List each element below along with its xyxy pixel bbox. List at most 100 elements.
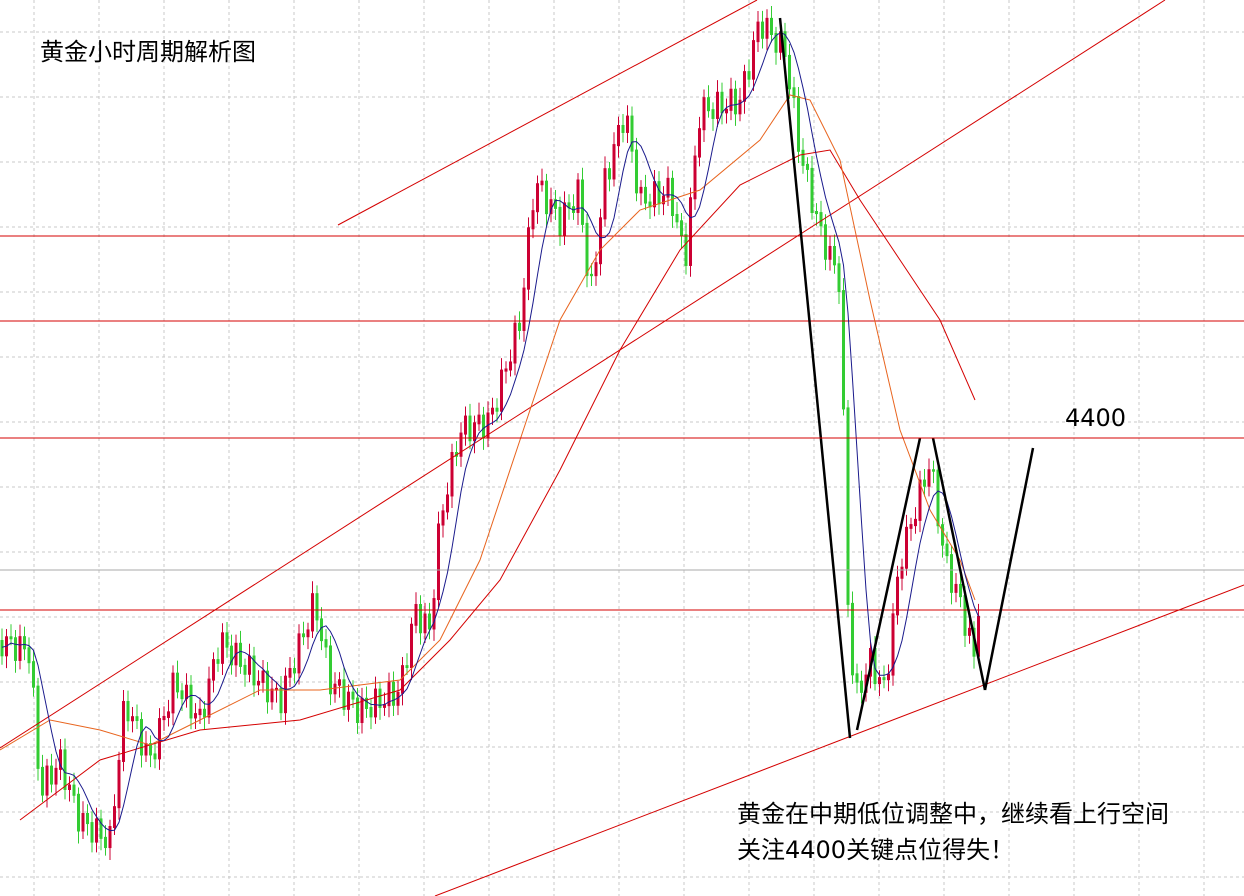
candle-body xyxy=(599,217,602,265)
candle-body xyxy=(45,765,49,796)
candle-body xyxy=(392,681,395,706)
candle-body xyxy=(77,793,80,832)
candle-body xyxy=(806,163,809,170)
candle-body xyxy=(99,818,103,839)
candle-body xyxy=(752,40,755,80)
candle-body xyxy=(437,523,440,601)
candle-body xyxy=(329,645,332,695)
candle-body xyxy=(774,32,778,53)
candle-body xyxy=(743,71,746,102)
candle-body xyxy=(302,633,305,638)
candle-body xyxy=(788,54,791,90)
candle-body xyxy=(419,604,422,634)
candle-body xyxy=(306,629,310,638)
candle-body xyxy=(284,675,287,714)
candle-body xyxy=(644,186,647,204)
candle-body xyxy=(567,202,571,209)
candle-body xyxy=(779,31,782,53)
candle-body xyxy=(441,510,445,526)
candle-body xyxy=(518,322,521,331)
candle-body xyxy=(725,108,728,114)
candle-body xyxy=(648,201,652,208)
candle-body xyxy=(405,665,409,669)
candle-body xyxy=(698,128,701,158)
candle-body xyxy=(815,211,818,215)
candle-body xyxy=(783,31,787,57)
candle-body xyxy=(194,713,197,719)
candle-body xyxy=(824,224,827,260)
candle-body xyxy=(369,706,373,718)
candle-body xyxy=(491,407,494,415)
candle-body xyxy=(950,554,953,593)
candle-body xyxy=(149,743,152,756)
candle-body xyxy=(473,422,476,442)
candle-body xyxy=(630,115,634,152)
candle-body xyxy=(621,124,625,133)
candle-body xyxy=(333,683,337,695)
candle-body xyxy=(797,96,800,152)
candle-body xyxy=(243,664,247,675)
candle-body xyxy=(635,149,638,194)
candle-body xyxy=(423,613,427,634)
chart-title: 黄金小时周期解析图 xyxy=(40,38,256,66)
candle-body xyxy=(374,688,377,718)
candle-body xyxy=(878,677,881,685)
candle-body xyxy=(945,543,949,557)
wave-line xyxy=(778,17,852,739)
candle-body xyxy=(531,210,535,230)
annotation: 关注4400关键点位得失！ xyxy=(737,836,1014,864)
candle-body xyxy=(54,767,58,785)
candle-body xyxy=(221,632,224,664)
candle-body xyxy=(477,414,481,425)
candle-body xyxy=(653,181,656,208)
candle-body xyxy=(59,749,62,770)
candle-body xyxy=(716,91,719,119)
candle-body xyxy=(842,290,845,410)
candle-body xyxy=(81,813,85,832)
candle-body xyxy=(702,97,706,131)
candle-body xyxy=(968,627,971,636)
candle-body xyxy=(666,177,670,198)
candle-body xyxy=(176,672,179,693)
candle-body xyxy=(207,678,211,718)
candle-body xyxy=(914,518,917,527)
candle-body xyxy=(882,677,886,681)
candle-body xyxy=(891,613,895,676)
candle-body xyxy=(104,836,107,849)
candle-body xyxy=(693,155,697,200)
candle-body xyxy=(464,415,467,435)
candle-body xyxy=(905,526,908,569)
candle-body xyxy=(279,687,283,714)
moving-average xyxy=(0,94,976,751)
candle-body xyxy=(203,708,206,718)
candle-body xyxy=(270,688,274,703)
candle-body xyxy=(594,262,598,277)
candle-body xyxy=(122,700,125,762)
candle-body xyxy=(315,593,319,621)
candle-body xyxy=(162,715,166,721)
candle-body xyxy=(563,202,566,236)
candle-body xyxy=(189,684,193,719)
moving-average xyxy=(19,149,976,821)
candle-body xyxy=(72,784,76,796)
candle-body xyxy=(909,524,913,529)
candles xyxy=(0,6,980,861)
candle-body xyxy=(747,71,751,80)
candle-body xyxy=(540,180,544,186)
candle-body xyxy=(545,180,548,215)
candle-body xyxy=(590,273,593,277)
candle-body xyxy=(657,181,661,205)
candle-body xyxy=(401,665,404,694)
candle-body xyxy=(603,168,607,220)
level-label: 4400 xyxy=(1065,404,1126,432)
moving-average xyxy=(1,32,979,832)
candle-body xyxy=(729,88,733,111)
candle-body xyxy=(918,479,922,521)
candle-body xyxy=(351,691,355,700)
candle-body xyxy=(167,711,170,718)
candle-body xyxy=(936,469,940,527)
candle-body xyxy=(765,17,769,39)
candle-body xyxy=(432,598,436,630)
candle-body xyxy=(140,718,143,756)
